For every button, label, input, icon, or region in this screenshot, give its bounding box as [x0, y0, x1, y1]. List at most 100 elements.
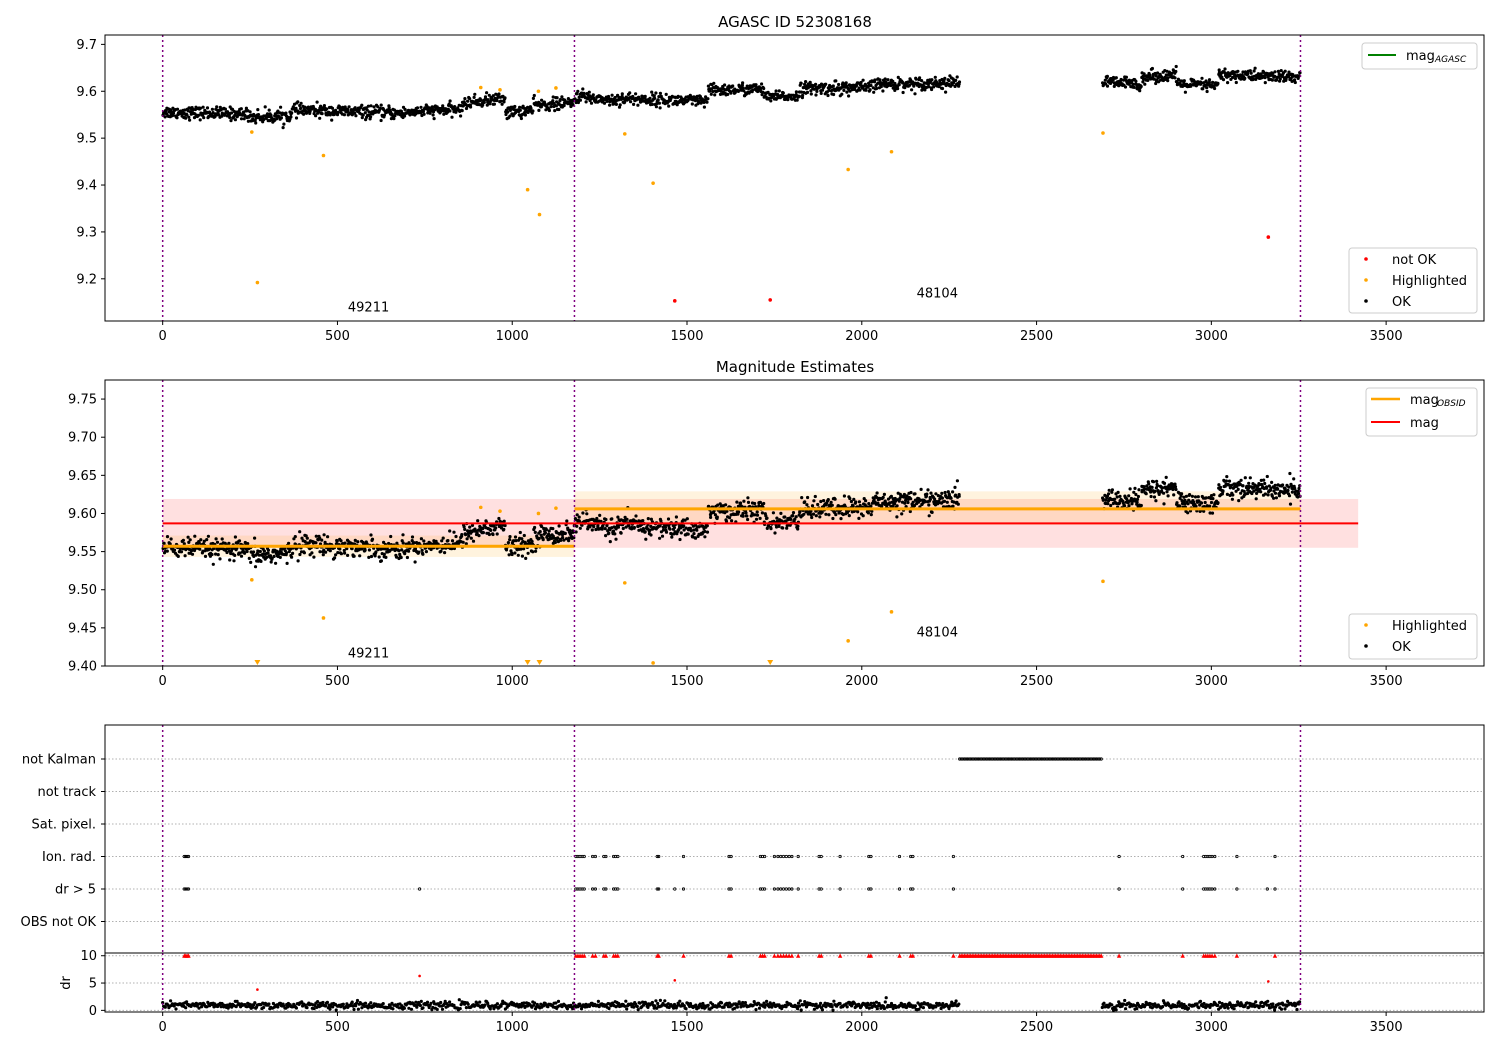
ok-point	[893, 502, 897, 506]
ok-point	[205, 106, 210, 110]
ok-point	[463, 97, 467, 101]
ok-point	[382, 113, 386, 117]
ok-point	[256, 108, 260, 112]
ok-point	[382, 540, 386, 545]
ok-point	[819, 499, 823, 504]
ok-point	[933, 75, 937, 79]
ok-point	[503, 96, 507, 100]
ok-point	[1273, 74, 1277, 78]
flag-point	[1181, 887, 1185, 891]
ok-point	[1272, 496, 1276, 500]
ok-point	[614, 537, 618, 541]
flag-point	[1265, 887, 1269, 891]
ok-point	[831, 84, 835, 88]
ok-point	[452, 530, 456, 534]
ok-point	[461, 540, 465, 544]
flag-point	[1076, 757, 1080, 761]
ok-point	[1205, 89, 1209, 94]
ok-point	[202, 116, 206, 120]
ok-point	[1193, 495, 1198, 499]
ok-point	[405, 555, 409, 560]
ok-point	[201, 105, 205, 109]
flag-point	[951, 854, 956, 859]
ok-point	[1131, 499, 1135, 503]
ok-point	[874, 495, 879, 499]
ok-point	[1254, 497, 1258, 501]
ok-point	[302, 112, 306, 116]
ok-point	[769, 527, 773, 531]
dr-point	[767, 1005, 771, 1009]
ok-point	[940, 86, 945, 91]
ok-point	[827, 513, 831, 517]
ok-point	[928, 497, 933, 501]
flag-point	[1005, 757, 1009, 761]
ok-point	[1105, 84, 1110, 88]
ok-point	[379, 103, 383, 107]
ok-point	[555, 96, 559, 100]
ok-point	[678, 537, 682, 542]
ok-point	[800, 496, 804, 500]
flag-point	[762, 854, 767, 859]
ok-point	[1175, 501, 1179, 505]
ok-point	[1152, 77, 1156, 81]
ok-point	[1271, 71, 1275, 75]
ok-point	[514, 539, 518, 543]
ok-point	[650, 102, 655, 106]
panel2-title: Magnitude Estimates	[716, 358, 874, 376]
ok-point	[649, 533, 653, 537]
ok-point	[745, 84, 749, 88]
ok-point	[735, 500, 739, 504]
dr-point	[832, 999, 836, 1003]
ok-point	[724, 503, 728, 507]
flag-point	[1082, 757, 1086, 761]
flag-point	[1181, 854, 1185, 859]
ok-point	[674, 515, 679, 519]
flag-point	[1080, 757, 1085, 761]
flag-point	[1035, 757, 1039, 761]
ok-point	[330, 106, 335, 110]
ok-point	[296, 100, 300, 104]
ok-point	[322, 104, 326, 108]
ok-point	[705, 530, 710, 534]
dr-point	[300, 1000, 304, 1004]
ok-point	[1127, 78, 1131, 82]
ok-point	[544, 528, 549, 532]
flag-point	[1039, 757, 1044, 761]
ok-point	[419, 105, 423, 109]
ok-point	[703, 529, 707, 534]
ok-point	[703, 535, 707, 539]
ok-point	[563, 531, 567, 536]
ok-point	[172, 548, 177, 552]
ok-point	[951, 490, 955, 494]
ok-point	[507, 553, 511, 557]
highlighted-point	[250, 130, 254, 134]
ok-point	[1272, 489, 1276, 493]
ok-point	[464, 106, 469, 111]
ok-point	[538, 530, 542, 534]
dr-point	[312, 1007, 316, 1011]
ok-point	[1150, 485, 1154, 489]
x-tick-label: 1000	[496, 674, 529, 689]
ok-point	[547, 108, 552, 113]
ok-point	[513, 551, 517, 555]
ok-point	[482, 100, 486, 104]
ok-point	[198, 106, 202, 110]
ok-point	[868, 88, 872, 92]
ok-point	[803, 82, 807, 86]
ok-point	[1204, 496, 1208, 500]
ok-point	[954, 493, 958, 497]
ok-point	[952, 500, 956, 504]
ok-point	[372, 105, 376, 109]
flag-point	[984, 757, 989, 761]
y-tick-label: 9.3	[76, 225, 97, 240]
flag-point	[911, 887, 915, 891]
ok-point	[1230, 497, 1234, 501]
flag-point	[1077, 757, 1081, 761]
ok-point	[742, 499, 746, 503]
dr-point	[315, 1005, 319, 1010]
ok-point	[553, 109, 557, 113]
ok-point	[1263, 481, 1267, 486]
ok-point	[666, 517, 671, 521]
ok-point	[239, 554, 244, 558]
